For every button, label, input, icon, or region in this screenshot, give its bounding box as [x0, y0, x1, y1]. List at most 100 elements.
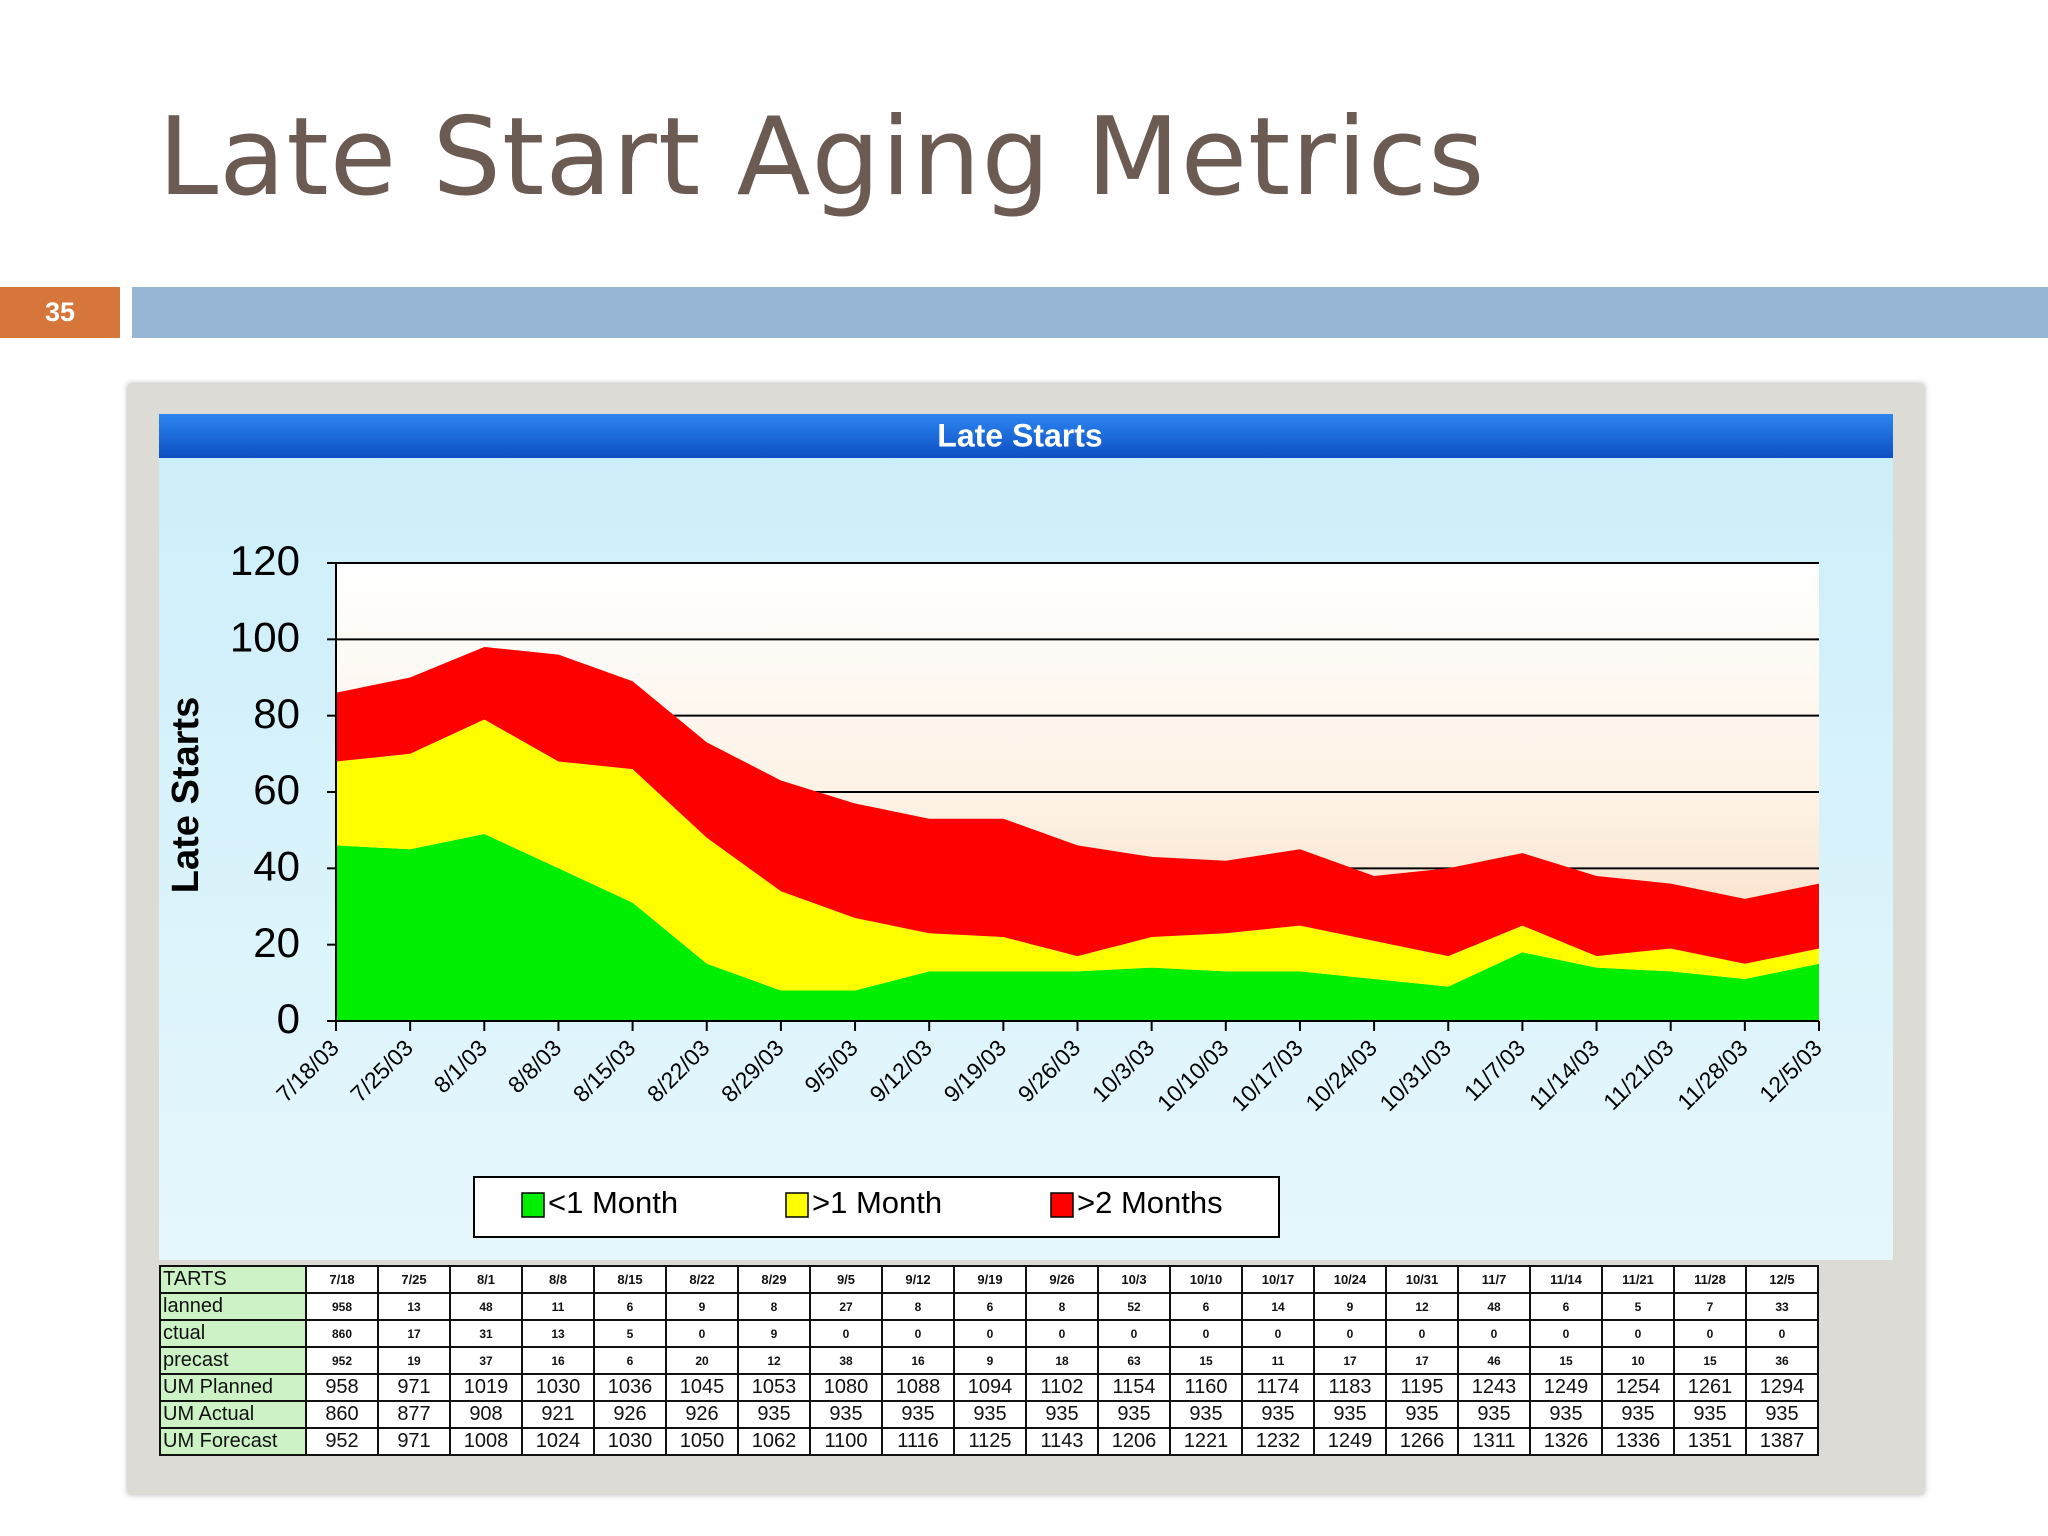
legend-label: >1 Month: [812, 1185, 942, 1220]
table-cell: 0: [809, 1319, 883, 1348]
table-cell: 12/5: [1745, 1265, 1819, 1294]
table-cell: 11/28: [1673, 1265, 1747, 1294]
table-cell: 921: [521, 1400, 595, 1429]
table-cell: 877: [377, 1400, 451, 1429]
table-cell: 1030: [521, 1373, 595, 1402]
table-cell: 9: [665, 1292, 739, 1321]
legend-swatch: [785, 1192, 809, 1218]
table-cell: 8/1: [449, 1265, 523, 1294]
legend: <1 Month >1 Month >2 Months: [473, 1176, 1280, 1238]
table-cell: 1266: [1385, 1427, 1459, 1456]
table-row: ctual 860 17 31 13 5 0 9 0 0 0 0 0 0 0 0 0 0 0 0 0 0: [159, 1319, 1819, 1348]
table-cell: 1326: [1529, 1427, 1603, 1456]
y-tick-label: 20: [253, 919, 300, 966]
table-cell: 1008: [449, 1427, 523, 1456]
legend-swatch: [521, 1192, 545, 1218]
data-table: TARTS 7/18 7/25 8/1 8/8 8/15 8/22 8/29 9/5 9/12 9/…: [159, 1265, 1819, 1456]
table-cell: 1050: [665, 1427, 739, 1456]
table-cell: 17: [1385, 1346, 1459, 1375]
table-cell: 935: [809, 1400, 883, 1429]
table-cell: 10/3: [1097, 1265, 1171, 1294]
table-cell: 16: [881, 1346, 955, 1375]
table-cell: 31: [449, 1319, 523, 1348]
y-tick-label: 100: [230, 613, 300, 660]
table-cell: 9/19: [953, 1265, 1027, 1294]
table-cell: 48: [449, 1292, 523, 1321]
table-row-label: lanned: [159, 1292, 307, 1321]
table-cell: 935: [1673, 1400, 1747, 1429]
table-cell: 0: [1673, 1319, 1747, 1348]
table-cell: 8: [1025, 1292, 1099, 1321]
table-cell: 0: [1241, 1319, 1315, 1348]
table-cell: 0: [1745, 1319, 1819, 1348]
table-cell: 13: [377, 1292, 451, 1321]
chart-title-bar: [159, 414, 1893, 458]
table-cell: 971: [377, 1427, 451, 1456]
slide-number-badge: 35: [0, 287, 120, 338]
table-cell: 1053: [737, 1373, 811, 1402]
table-cell: 935: [1097, 1400, 1171, 1429]
table-row: UM Forecast 952 971 1008 1024 1030 1050 1062 110…: [159, 1427, 1819, 1456]
table-cell: 926: [593, 1400, 667, 1429]
table-row-label: ctual: [159, 1319, 307, 1348]
table-cell: 8/22: [665, 1265, 739, 1294]
table-cell: 9/26: [1025, 1265, 1099, 1294]
table-cell: 935: [1313, 1400, 1387, 1429]
table-cell: 952: [305, 1427, 379, 1456]
table-cell: 6: [953, 1292, 1027, 1321]
table-cell: 16: [521, 1346, 595, 1375]
table-cell: 7/25: [377, 1265, 451, 1294]
table-cell: 17: [1313, 1346, 1387, 1375]
y-tick-label: 120: [230, 537, 300, 584]
table-cell: 1243: [1457, 1373, 1531, 1402]
table-cell: 1080: [809, 1373, 883, 1402]
table-cell: 52: [1097, 1292, 1171, 1321]
table-cell: 1183: [1313, 1373, 1387, 1402]
table-cell: 8: [881, 1292, 955, 1321]
table-cell: 1154: [1097, 1373, 1171, 1402]
table-cell: 926: [665, 1400, 739, 1429]
table-cell: 11/7: [1457, 1265, 1531, 1294]
table-cell: 9/12: [881, 1265, 955, 1294]
table-cell: 1088: [881, 1373, 955, 1402]
table-cell: 6: [1169, 1292, 1243, 1321]
table-cell: 6: [1529, 1292, 1603, 1321]
table-cell: 9: [953, 1346, 1027, 1375]
table-cell: 860: [305, 1400, 379, 1429]
table-cell: 12: [737, 1346, 811, 1375]
table-cell: 1232: [1241, 1427, 1315, 1456]
y-axis-label: Late Starts: [165, 697, 207, 893]
table-cell: 8/8: [521, 1265, 595, 1294]
table-cell: 1221: [1169, 1427, 1243, 1456]
table-cell: 0: [1529, 1319, 1603, 1348]
data-table-wrapper: TARTS 7/18 7/25 8/1 8/8 8/15 8/22 8/29 9/5 9/12 9/…: [159, 1265, 1893, 1465]
table-cell: 10: [1601, 1346, 1675, 1375]
table-cell: 952: [305, 1346, 379, 1375]
table-row-label: UM Actual: [159, 1400, 307, 1429]
table-cell: 33: [1745, 1292, 1819, 1321]
table-cell: 11/14: [1529, 1265, 1603, 1294]
table-cell: 9/5: [809, 1265, 883, 1294]
table-cell: 10/17: [1241, 1265, 1315, 1294]
table-cell: 15: [1529, 1346, 1603, 1375]
table-cell: 1254: [1601, 1373, 1675, 1402]
table-cell: 27: [809, 1292, 883, 1321]
table-cell: 1062: [737, 1427, 811, 1456]
table-cell: 958: [305, 1373, 379, 1402]
y-tick-labels: 0 20 40 60 80 100 120: [230, 537, 300, 1042]
table-cell: 1387: [1745, 1427, 1819, 1456]
y-tick-label: 0: [277, 995, 300, 1042]
table-cell: 7: [1673, 1292, 1747, 1321]
table-cell: 1045: [665, 1373, 739, 1402]
table-cell: 860: [305, 1319, 379, 1348]
legend-label: <1 Month: [548, 1185, 678, 1220]
table-cell: 0: [665, 1319, 739, 1348]
axes: [327, 562, 1820, 1031]
table-cell: 0: [1169, 1319, 1243, 1348]
table-cell: 1206: [1097, 1427, 1171, 1456]
table-cell: 0: [953, 1319, 1027, 1348]
table-cell: 0: [881, 1319, 955, 1348]
table-cell: 0: [1457, 1319, 1531, 1348]
table-cell: 935: [1529, 1400, 1603, 1429]
table-cell: 1100: [809, 1427, 883, 1456]
